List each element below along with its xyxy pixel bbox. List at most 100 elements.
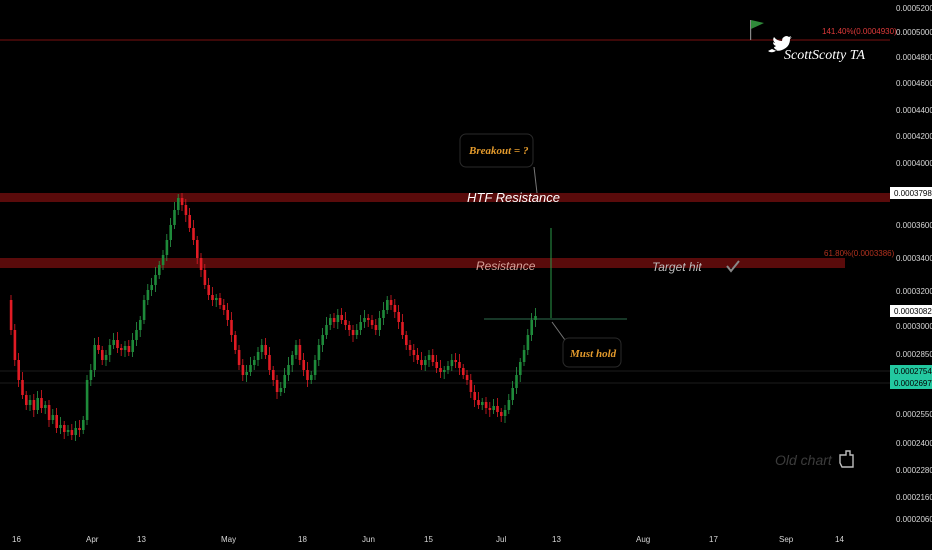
candle-body xyxy=(484,402,488,408)
y-tick-label: 0.0004800 xyxy=(896,53,932,62)
candle-body xyxy=(382,310,385,318)
candle-body xyxy=(420,360,423,365)
x-tick-label: 15 xyxy=(424,535,433,544)
flag-icon xyxy=(751,20,764,29)
candle-body xyxy=(488,408,492,410)
candle-body xyxy=(249,365,252,372)
candle-body xyxy=(192,228,195,240)
fib-label-141: 141.40%(0.0004930) xyxy=(822,27,897,36)
candle-body xyxy=(237,350,241,365)
fib-label-618: 61.80%(0.0003386) xyxy=(824,249,895,258)
candle-body xyxy=(51,415,55,420)
candle-body xyxy=(431,355,435,362)
y-tick-label: 0.0004200 xyxy=(896,132,932,141)
candle-body xyxy=(36,398,39,410)
candle-body xyxy=(230,320,233,335)
candle-body xyxy=(283,375,286,388)
y-tick-label: 0.0002280 xyxy=(896,466,932,475)
candle-body xyxy=(348,325,351,330)
candle-body xyxy=(393,305,397,312)
candle-body xyxy=(93,345,96,370)
candle-body xyxy=(226,310,229,320)
candle-body xyxy=(218,298,222,305)
candle-body xyxy=(511,388,514,400)
candle-body xyxy=(131,340,134,352)
check-icon xyxy=(726,260,740,273)
candle-body xyxy=(340,315,343,320)
candle-body xyxy=(180,198,184,205)
candle-body xyxy=(412,350,416,355)
candle-body xyxy=(215,298,218,300)
candle-body xyxy=(336,315,340,322)
x-tick-label: 16 xyxy=(12,535,21,544)
candle-body xyxy=(321,335,324,345)
candle-body xyxy=(120,348,123,350)
candle-body xyxy=(184,205,188,215)
candle-body xyxy=(344,320,347,325)
candle-body xyxy=(397,312,400,322)
candle-body xyxy=(477,400,480,405)
candle-body xyxy=(351,330,355,335)
must-hold-callout: Must hold xyxy=(551,321,622,368)
candle-body xyxy=(378,318,381,330)
candle-body xyxy=(97,345,100,350)
candle-body xyxy=(123,346,127,350)
candle-body xyxy=(519,362,522,375)
candle-body xyxy=(63,425,66,432)
candle-body xyxy=(150,285,153,290)
candle-body xyxy=(245,372,248,375)
must-hold-text: Must hold xyxy=(569,348,617,360)
price-label-2697: 0.0002697 xyxy=(890,377,932,389)
candle-body xyxy=(177,198,180,210)
x-tick-label: 17 xyxy=(709,535,718,544)
x-tick-label: Jul xyxy=(496,535,506,544)
candle-body xyxy=(302,360,305,370)
candle-body xyxy=(462,368,465,375)
candle-body xyxy=(135,330,138,340)
price-label-3798-box xyxy=(890,187,932,199)
candle-body xyxy=(454,360,457,362)
candle-body xyxy=(287,365,290,375)
x-tick-label: 13 xyxy=(137,535,146,544)
target-hit-label: Target hit xyxy=(652,260,702,274)
y-tick-label: 0.0003600 xyxy=(896,221,932,230)
y-tick-label: 0.0002160 xyxy=(896,493,932,502)
candle-body xyxy=(515,375,518,388)
flag-pole xyxy=(750,20,752,40)
x-tick-label: May xyxy=(221,535,236,544)
candle-body xyxy=(203,270,207,285)
price-label-2697-box xyxy=(890,377,932,389)
candle-body xyxy=(116,340,119,348)
candle-body xyxy=(108,345,112,355)
candle-body xyxy=(443,370,446,372)
candle-body xyxy=(196,240,199,258)
candles-group xyxy=(9,193,552,441)
candle-body xyxy=(234,335,237,350)
candle-body xyxy=(17,360,20,380)
candle-body xyxy=(104,355,108,360)
resistance-label: Resistance xyxy=(476,259,536,273)
candle-body xyxy=(496,406,499,412)
candle-body xyxy=(526,335,530,350)
candle-body xyxy=(329,318,332,325)
y-tick-label: 0.0005200 xyxy=(896,4,932,13)
old-chart-label: Old chart xyxy=(775,452,833,468)
candle-body xyxy=(446,366,450,370)
candle-body xyxy=(256,352,260,360)
candle-body xyxy=(389,300,393,305)
candle-body xyxy=(294,345,298,355)
x-tick-label: 14 xyxy=(835,535,844,544)
twitter-bird-icon xyxy=(768,36,792,53)
candle-body xyxy=(367,318,370,320)
candle-body xyxy=(291,355,294,365)
candle-body xyxy=(241,365,245,375)
candle-body xyxy=(260,345,264,352)
must-hold-pointer xyxy=(551,321,566,341)
candle-body xyxy=(473,392,476,400)
y-tick-label: 0.0002550 xyxy=(896,410,932,419)
htf-resistance-label: HTF Resistance xyxy=(467,190,560,205)
y-tick-label: 0.0004400 xyxy=(896,106,932,115)
candle-body xyxy=(534,316,537,320)
candle-body xyxy=(142,300,146,320)
y-tick-label: 0.0003400 xyxy=(896,254,932,263)
